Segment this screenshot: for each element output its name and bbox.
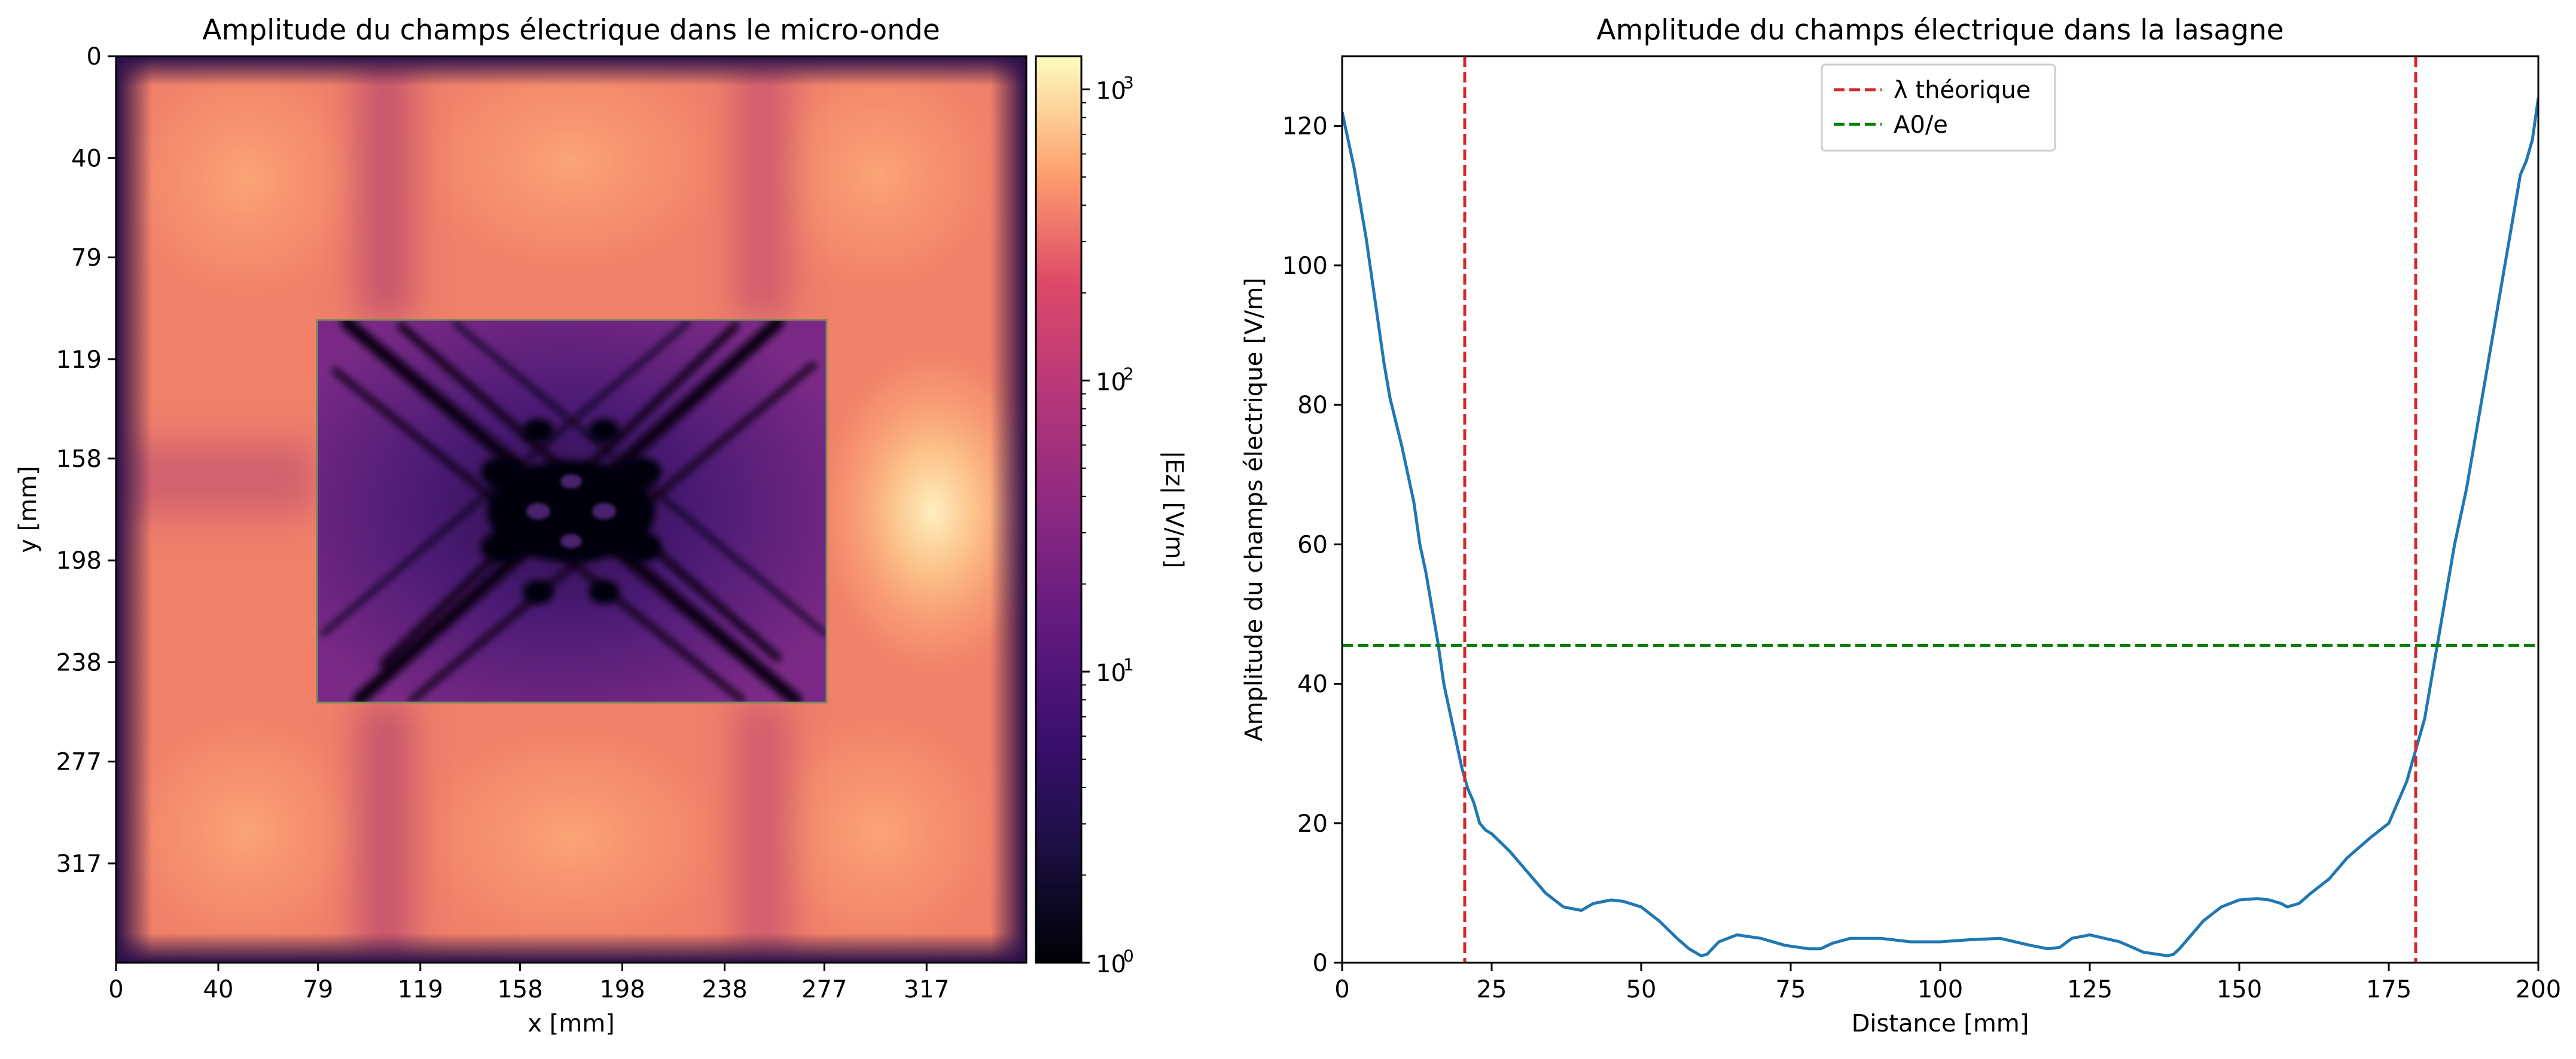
heatmap-y-tick-label: 317 xyxy=(56,850,102,878)
heatmap-y-tick-label: 277 xyxy=(56,749,102,776)
heatmap-x-tick-label: 198 xyxy=(599,976,645,1003)
colorbar-tick-label: 10 xyxy=(1096,368,1126,396)
center-nodes xyxy=(481,419,661,604)
lasagna-outline xyxy=(316,319,828,704)
lobe-top-left xyxy=(116,56,383,323)
line-y-tick-label: 60 xyxy=(1297,531,1328,559)
line-x-tick-label: 0 xyxy=(1334,976,1349,1003)
lobe-bottom-center xyxy=(392,706,751,963)
heatmap-y-tick-label: 198 xyxy=(56,547,102,575)
colorbar-tick-exponent: 1 xyxy=(1123,655,1134,675)
lobe-bottom-left xyxy=(116,694,383,963)
heatmap-y-tick-label: 40 xyxy=(71,145,102,172)
colorbar-tick-exponent: 2 xyxy=(1123,364,1134,383)
hotspot xyxy=(807,332,1026,691)
node-highlights xyxy=(526,474,616,548)
heatmap-x-tick-label: 40 xyxy=(203,976,234,1003)
line-x-tick-label: 175 xyxy=(2366,976,2412,1003)
heatmap-y-tick-label: 119 xyxy=(56,346,102,374)
heatmap-x-tick-label: 238 xyxy=(702,976,747,1003)
colorbar-tick-exponent: 3 xyxy=(1123,72,1134,92)
colorbar-tick-label: 10 xyxy=(1096,660,1126,687)
legend-box xyxy=(1821,63,2056,152)
heatmap-image xyxy=(116,56,1026,963)
legend-label-lambda: λ théorique xyxy=(1894,77,2031,104)
heatmap-title: Amplitude du champs électrique dans le m… xyxy=(202,14,940,47)
amplitude-line xyxy=(1342,97,2538,957)
heatmap-x-tick-label: 119 xyxy=(398,976,443,1003)
colorbar-gradient xyxy=(1035,55,1083,964)
field-lobes xyxy=(116,56,1017,963)
line-y-label: Amplitude du champs électrique [V/m] xyxy=(1240,277,1268,741)
heatmap-y-ticks: 0 40 79 119 158 198 238 277 317 xyxy=(56,43,116,878)
heatmap-y-label: y [mm] xyxy=(14,466,42,553)
heatmap-x-ticks: 0 40 79 119 158 198 238 277 317 xyxy=(108,963,949,1003)
colorbar-tick-label: 10 xyxy=(1096,77,1126,105)
heatmap-y-tick-label: 0 xyxy=(87,43,102,71)
line-x-tick-label: 75 xyxy=(1776,976,1806,1003)
heatmap-x-tick-label: 158 xyxy=(497,976,542,1003)
line-x-tick-label: 125 xyxy=(2067,976,2112,1003)
dark-gaps xyxy=(116,56,789,963)
lobe-bottom-right xyxy=(742,694,1017,963)
colorbar-tick-exponent: 0 xyxy=(1123,946,1134,966)
line-y-tick-label: 40 xyxy=(1297,671,1328,698)
legend-label-a0e: A0/e xyxy=(1894,111,1948,139)
line-y-ticks: 0 20 40 60 80 100 120 xyxy=(1282,113,1342,977)
lobe-top-center xyxy=(392,56,751,293)
heatmap-x-tick-label: 79 xyxy=(303,976,333,1003)
heatmap-x-tick-label: 277 xyxy=(801,976,847,1003)
line-y-tick-label: 100 xyxy=(1282,252,1328,280)
line-y-tick-label: 0 xyxy=(1313,950,1328,977)
edge-falloff xyxy=(116,56,1026,963)
line-x-tick-label: 100 xyxy=(1917,976,1963,1003)
heatmap-x-tick-label: 317 xyxy=(904,976,949,1003)
lobe-top-right xyxy=(742,56,1017,311)
heatmap-panel: Amplitude du champs électrique dans le m… xyxy=(14,14,1188,1037)
reference-lines xyxy=(1342,56,2538,963)
line-frame xyxy=(1341,55,2540,964)
line-x-tick-label: 150 xyxy=(2217,976,2262,1003)
heatmap-y-tick-label: 158 xyxy=(56,445,102,473)
line-y-tick-label: 120 xyxy=(1282,113,1328,141)
line-x-ticks: 0 25 50 75 100 125 150 175 200 xyxy=(1334,963,2561,1003)
line-panel: Amplitude du champs électrique dans la l… xyxy=(1240,14,2561,1037)
colorbar-label: |Ez| [V/m] xyxy=(1160,451,1188,569)
lasagna-region xyxy=(317,320,827,703)
colorbar-tick-label: 10 xyxy=(1096,951,1126,978)
heatmap-y-tick-label: 238 xyxy=(56,649,102,677)
line-x-tick-label: 50 xyxy=(1626,976,1657,1003)
line-y-tick-label: 80 xyxy=(1297,392,1328,419)
line-title: Amplitude du champs électrique dans la l… xyxy=(1596,14,2284,47)
heatmap-x-label: x [mm] xyxy=(528,1010,615,1037)
heatmap-frame xyxy=(115,55,1028,964)
line-x-tick-label: 25 xyxy=(1477,976,1507,1003)
line-y-tick-label: 20 xyxy=(1297,810,1328,838)
heatmap-x-tick-label: 0 xyxy=(108,976,123,1003)
line-x-label: Distance [mm] xyxy=(1852,1010,2029,1037)
legend: λ théorique A0/e xyxy=(1821,63,2056,152)
line-x-tick-label: 200 xyxy=(2516,976,2561,1003)
heatmap-y-tick-label: 79 xyxy=(71,244,102,271)
